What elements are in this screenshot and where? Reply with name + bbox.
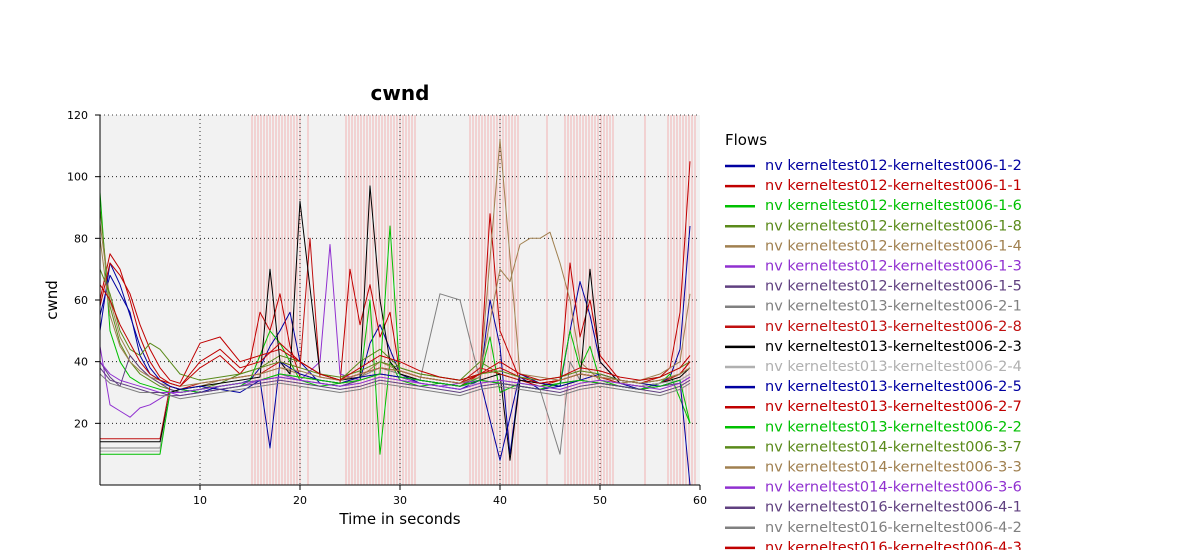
series-line-15: [99, 269, 691, 384]
series-line-17: [99, 361, 691, 393]
legend-entry: nv kerneltest012-kerneltest006-1-5: [765, 279, 1022, 295]
series-line-20: [99, 284, 691, 387]
legend-entry: nv kerneltest012-kerneltest006-1-3: [765, 259, 1022, 275]
series-line-18: [99, 367, 691, 397]
x-tick-label: 30: [393, 494, 407, 507]
legend-entry: nv kerneltest013-kerneltest006-2-2: [765, 419, 1022, 435]
legend-entry: nv kerneltest012-kerneltest006-1-1: [765, 178, 1022, 194]
chart-title: cwnd: [371, 81, 430, 105]
y-tick-label: 40: [74, 356, 88, 369]
y-tick-label: 120: [67, 109, 88, 122]
series-line-12: [99, 262, 691, 486]
legend-entry: nv kerneltest014-kerneltest006-3-7: [765, 439, 1022, 455]
legend-entry: nv kerneltest013-kerneltest006-2-8: [765, 319, 1022, 335]
legend: nv kerneltest012-kerneltest006-1-2 nv ker…: [725, 158, 1022, 550]
y-tick-label: 80: [74, 232, 88, 245]
axes: 10 20 30 40 50 60 20 40 60 80 100 120: [67, 109, 707, 507]
legend-entry: nv kerneltest012-kerneltest006-1-2: [765, 158, 1022, 174]
x-tick-label: 40: [493, 494, 507, 507]
x-tick-label: 60: [693, 494, 707, 507]
legend-entry: nv kerneltest012-kerneltest006-1-8: [765, 218, 1022, 234]
y-tick-label: 20: [74, 417, 88, 430]
y-axis-label: cwnd: [43, 280, 61, 320]
legend-entry: nv kerneltest016-kerneltest006-4-2: [765, 520, 1022, 536]
legend-entry: nv kerneltest016-kerneltest006-4-3: [765, 540, 1022, 550]
x-tick-label: 10: [193, 494, 207, 507]
series-line-14: [100, 225, 691, 455]
series-lines: [99, 139, 691, 486]
legend-entry: nv kerneltest016-kerneltest006-4-1: [765, 500, 1022, 516]
legend-entry: nv kerneltest013-kerneltest006-2-5: [765, 379, 1022, 395]
x-tick-label: 50: [593, 494, 607, 507]
legend-entry: nv kerneltest013-kerneltest006-2-7: [765, 399, 1022, 415]
x-tick-label: 20: [293, 494, 307, 507]
legend-entry: nv kerneltest012-kerneltest006-1-6: [765, 198, 1022, 214]
y-tick-label: 60: [74, 294, 88, 307]
series-line-10: [100, 185, 691, 461]
y-tick-label: 100: [67, 171, 88, 184]
series-line-16: [99, 139, 691, 387]
legend-entry: nv kerneltest012-kerneltest006-1-4: [765, 238, 1022, 254]
legend-entry: nv kerneltest014-kerneltest006-3-6: [765, 480, 1022, 496]
legend-entry: nv kerneltest013-kerneltest006-2-3: [765, 339, 1022, 355]
legend-entry: nv kerneltest014-kerneltest006-3-3: [765, 460, 1022, 476]
legend-title: Flows: [725, 131, 767, 149]
legend-entry: nv kerneltest013-kerneltest006-2-1: [765, 299, 1022, 315]
legend-entry: nv kerneltest013-kerneltest006-2-4: [765, 359, 1022, 375]
series-line-19: [99, 373, 691, 400]
x-axis-label: Time in seconds: [338, 510, 460, 528]
